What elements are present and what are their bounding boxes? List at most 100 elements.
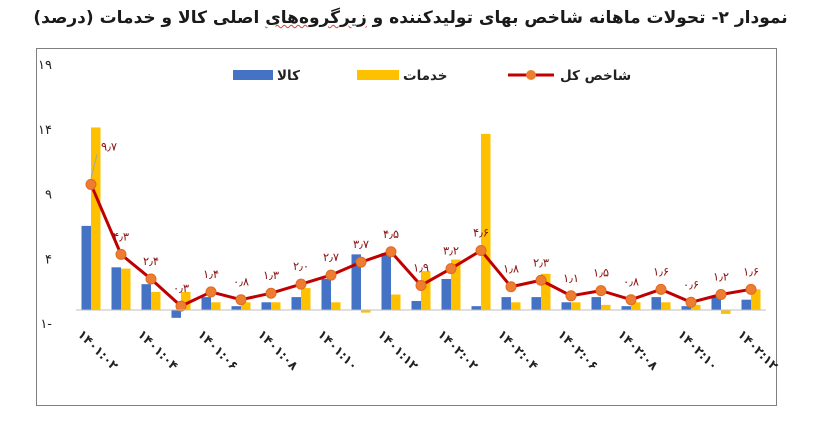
bar-goods [621,306,631,311]
y-tick-label: ۹ [45,188,52,203]
y-tick-label: ۱- [40,317,52,332]
bar-services [421,271,431,311]
total-point [295,278,307,290]
total-data-label: ۰٫۸ [233,275,249,289]
bar-goods [561,302,571,311]
bar-services [691,304,701,311]
bar-services [361,310,371,313]
total-data-label: ۴٫۳ [113,229,129,243]
bar-services [331,302,341,311]
y-tick-label: ۱۴ [38,123,52,138]
label-leader-line [90,154,98,179]
total-data-label: ۲٫۴ [143,254,159,268]
total-data-label: ۱٫۸ [503,262,519,276]
bar-goods [291,297,301,311]
bar-services [121,268,131,311]
total-data-label: ۳٫۷ [353,237,369,251]
data-labels: ۹٫۷ ۴٫۳ ۲٫۴ ۰٫۳ ۱٫۴ ۰٫۸ ۱٫۳ ۲٫۰ ۲٫۷ ۳٫۷ ۴٫۵ ۱٫۹ ۳٫۲ ۴… [90,139,759,295]
total-point [415,279,427,291]
total-point [745,283,757,295]
total-line [85,178,757,312]
total-point [175,300,187,312]
x-tick-label: ۱۴۰۱:۰۴ [135,327,182,374]
total-data-label: ۰٫۸ [623,275,639,289]
total-point [85,178,97,190]
bar-goods [501,297,511,311]
total-data-label: ۳٫۲ [443,244,459,258]
chart-title-suffix: اصلی کالا و خدمات (درصد) [33,8,266,28]
bar-services [301,288,311,311]
total-data-label: ۲٫۳ [533,255,549,269]
total-data-label: ۴٫۵ [383,227,399,241]
bars [81,127,761,318]
x-tick-label: ۱۴۰۱:۱۲ [375,327,422,374]
total-data-label: ۰٫۶ [683,277,699,291]
bar-goods [471,306,481,311]
bar-goods [591,297,601,311]
bar-goods [651,297,661,311]
total-point [535,274,547,286]
x-tick-label: ۱۴۰۱:۰۲ [75,327,122,374]
x-tick-label: ۱۴۰۲:۰۴ [495,327,542,374]
chart-frame [36,48,777,406]
x-tick-label: ۱۴۰۲:۰۲ [435,327,482,374]
total-point [235,294,247,306]
total-data-label: ۱٫۴ [203,267,219,281]
bar-services [241,302,251,311]
bar-services [661,302,671,311]
bar-services [751,289,761,311]
total-point [445,263,457,275]
legend-label-services: خدمات [403,68,448,84]
total-point [715,289,727,301]
bar-services [571,302,581,311]
total-data-label: ۱٫۶ [653,264,669,278]
total-point [355,256,367,268]
chart-title-underlined: زیرگروه‌های [265,8,367,28]
total-point [145,273,157,285]
bar-goods [741,299,751,311]
total-data-label: ۱٫۹ [413,260,429,274]
bar-goods [381,253,391,311]
bar-services [91,127,101,311]
bar-goods [321,278,331,311]
total-data-label: ۹٫۷ [101,139,117,153]
y-tick-label: ۱۹ [38,58,52,73]
bar-services [721,310,731,314]
total-data-label: ۱٫۵ [593,266,609,280]
total-data-label: ۰٫۳ [173,281,189,295]
bar-goods [351,254,361,311]
total-point [505,281,517,293]
total-data-label: ۱٫۲ [713,270,729,284]
x-tick-label: ۱۴۰۲:۰۶ [555,327,602,374]
bar-goods [141,284,151,311]
bar-services [601,304,611,311]
bar-services [451,259,461,311]
bar-goods [441,278,451,311]
x-tick-label: ۱۴۰۲:۱۲ [735,327,782,374]
total-point [475,244,487,256]
x-tick-label: ۱۴۰۱:۰۶ [195,327,242,374]
total-data-label: ۱٫۳ [263,268,279,282]
bar-goods [201,297,211,311]
legend-swatch-services [357,70,399,80]
x-tick-label: ۱۴۰۱:۱۰ [315,327,362,374]
legend-swatch-goods [233,70,273,80]
legend-item-services: خدمات [357,68,448,84]
bar-services [391,294,401,311]
total-point [205,286,217,298]
bar-goods [411,300,421,311]
total-point [265,287,277,299]
total-data-label: ۴٫۶ [473,225,489,239]
bar-goods [681,306,691,311]
legend: کالا خدمات شاخص کل [233,68,631,84]
axes: ۱- ۴ ۹ ۱۴ ۱۹ ۱۴۰۱:۰۲ ۱۴۰۱:۰۴ ۱۴۰۱:۰۶ ۱۴۰۱:۰۸ ۱۴۰۱… [38,58,782,373]
bar-goods [231,306,241,311]
chart-title-prefix: نمودار ۲- تحولات ماهانه شاخص بهای تولیدک… [366,8,788,28]
bar-goods [111,267,121,311]
total-point [625,294,637,306]
bar-goods [531,297,541,311]
total-data-label: ۲٫۷ [323,250,339,264]
total-data-label: ۱٫۶ [743,264,759,278]
bar-goods [711,297,721,311]
